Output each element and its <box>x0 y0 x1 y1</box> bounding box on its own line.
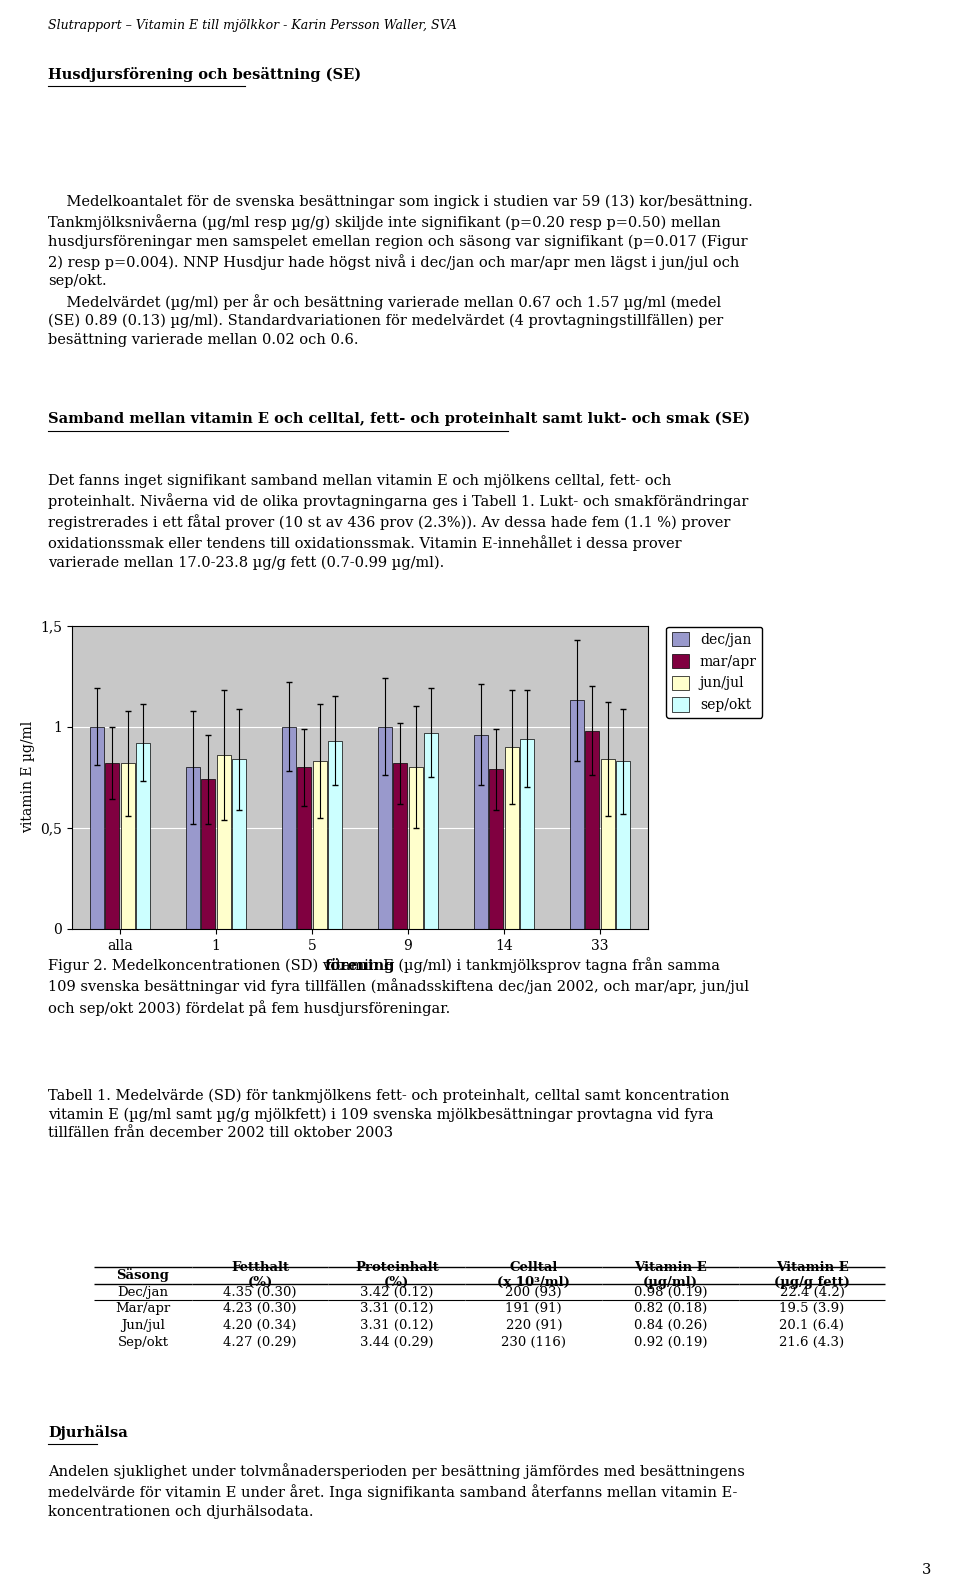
X-axis label: förening: förening <box>324 958 396 974</box>
Text: 3: 3 <box>922 1562 931 1577</box>
Bar <box>202 779 215 929</box>
Bar <box>121 763 134 929</box>
Text: Slutrapport – Vitamin E till mjölkkor - Karin Persson Waller, SVA: Slutrapport – Vitamin E till mjölkkor - … <box>48 19 457 32</box>
Bar <box>394 763 407 929</box>
Bar <box>136 742 150 929</box>
Text: Andelen sjuklighet under tolvmånadersperioden per besättning jämfördes med besät: Andelen sjuklighet under tolvmånadersper… <box>48 1464 745 1519</box>
Text: Tabell 1. Medelvärde (SD) för tankmjölkens fett- och proteinhalt, celltal samt k: Tabell 1. Medelvärde (SD) för tankmjölke… <box>48 1088 730 1140</box>
Bar <box>474 734 488 929</box>
Text: Djurhälsa: Djurhälsa <box>48 1425 128 1440</box>
Bar <box>424 733 438 929</box>
Legend: dec/jan, mar/apr, jun/jul, sep/okt: dec/jan, mar/apr, jun/jul, sep/okt <box>666 627 762 718</box>
Bar <box>328 741 342 929</box>
Bar <box>217 755 230 929</box>
Text: Figur 2. Medelkoncentrationen (SD) vitamin E (µg/ml) i tankmjölksprov tagna från: Figur 2. Medelkoncentrationen (SD) vitam… <box>48 958 749 1015</box>
Bar <box>186 768 200 929</box>
Bar <box>601 760 614 929</box>
Bar <box>232 760 246 929</box>
Bar <box>520 739 534 929</box>
Bar <box>298 768 311 929</box>
Text: Husdjursförening och besättning (SE): Husdjursförening och besättning (SE) <box>48 67 361 81</box>
Bar <box>378 726 392 929</box>
Text: Medelkoantalet för de svenska besättningar som ingick i studien var 59 (13) kor/: Medelkoantalet för de svenska besättning… <box>48 195 753 346</box>
Bar <box>106 763 119 929</box>
Bar <box>570 701 584 929</box>
Bar <box>490 769 503 929</box>
Bar <box>586 731 599 929</box>
Bar <box>505 747 518 929</box>
Text: Det fanns inget signifikant samband mellan vitamin E och mjölkens celltal, fett-: Det fanns inget signifikant samband mell… <box>48 474 749 570</box>
Bar <box>90 726 104 929</box>
Bar <box>313 761 326 929</box>
Bar <box>409 768 422 929</box>
Text: Samband mellan vitamin E och celltal, fett- och proteinhalt samt lukt- och smak : Samband mellan vitamin E och celltal, fe… <box>48 412 750 426</box>
Y-axis label: vitamin E µg/ml: vitamin E µg/ml <box>21 721 35 833</box>
Bar <box>616 761 630 929</box>
Bar <box>282 726 296 929</box>
